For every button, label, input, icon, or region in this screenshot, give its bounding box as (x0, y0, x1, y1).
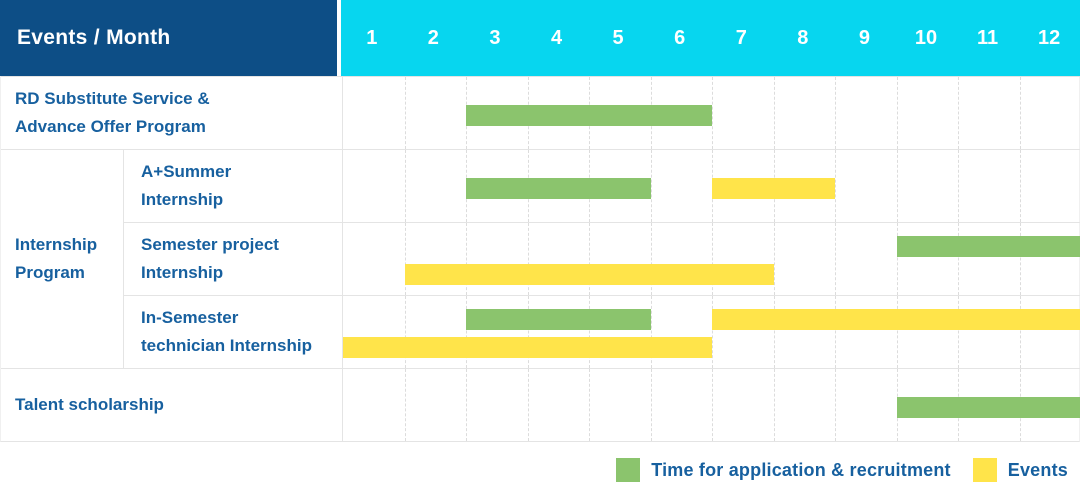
month-label: 7 (735, 26, 747, 49)
row-label-text: A+Summer Internship (141, 162, 232, 209)
month-grid-line (650, 296, 652, 368)
month-grid-line (773, 369, 775, 441)
gantt-bar-yellow (712, 309, 1080, 330)
month-label: 9 (858, 26, 870, 49)
legend: Time for application & recruitment Event… (0, 458, 1080, 482)
row-timeline (342, 149, 1080, 222)
row-label-text: RD Substitute Service & Advance Offer Pr… (15, 89, 210, 136)
table-header-row: Events / Month 1 2 3 4 5 6 7 8 9 10 11 12 (0, 0, 1080, 76)
month-label: 11 (976, 26, 999, 49)
gantt-bar-green (896, 397, 1080, 418)
legend-item-application-recruitment: Time for application & recruitment (616, 458, 951, 482)
month-grid-line (1019, 223, 1021, 295)
month-grid-line (835, 223, 836, 295)
month-grid-line (1019, 77, 1021, 149)
month-grid-line (404, 150, 406, 222)
row-label: Semester project Internship (123, 222, 342, 295)
events-month-header: Events / Month (0, 0, 337, 76)
month-grid-line (958, 296, 959, 368)
legend-label: Time for application & recruitment (651, 459, 951, 480)
legend-label: Events (1007, 459, 1068, 480)
month-grid-line (958, 223, 959, 295)
month-grid-line (896, 223, 898, 295)
month-label: 1 (366, 26, 378, 49)
month-grid-line (466, 223, 467, 295)
row-label: RD Substitute Service & Advance Offer Pr… (1, 76, 342, 149)
row-label-text: Talent scholarship (15, 395, 164, 415)
month-grid-line (589, 223, 590, 295)
gantt-bar-green (466, 105, 712, 126)
month-label: 5 (612, 26, 624, 49)
month-grid-line (896, 296, 898, 368)
month-grid-line (835, 150, 836, 222)
legend-item-events: Events (972, 458, 1068, 482)
gantt-bar-green (466, 178, 651, 199)
month-grid-line (466, 369, 467, 441)
month-grid-line (404, 223, 406, 295)
gantt-bar-green (466, 309, 651, 330)
month-grid-line (896, 77, 898, 149)
month-label: 12 (1038, 26, 1061, 49)
row-timeline (342, 368, 1080, 441)
month-label: 6 (674, 26, 686, 49)
month-label: 2 (427, 26, 439, 49)
month-grid-line (650, 150, 652, 222)
row-timeline (342, 295, 1080, 368)
month-grid-line (773, 77, 775, 149)
month-grid-line (527, 369, 529, 441)
month-grid-line (650, 369, 652, 441)
month-grid-line (958, 150, 959, 222)
month-grid-line (773, 296, 775, 368)
month-grid-line (404, 77, 406, 149)
month-grid-line (650, 223, 652, 295)
month-label: 10 (914, 26, 938, 49)
month-grid-line (835, 369, 836, 441)
gantt-bar-yellow (404, 264, 774, 285)
group-label-text: Internship Program (15, 235, 98, 282)
month-grid-line (404, 369, 406, 441)
legend-swatch-yellow (972, 458, 997, 482)
row-label-text: Semester project Internship (141, 235, 279, 282)
month-grid-line (1019, 296, 1021, 368)
month-grid-line (773, 223, 775, 295)
gantt-bar-green (896, 236, 1080, 257)
month-grid-line (1019, 150, 1021, 222)
month-grid-line (712, 223, 713, 295)
month-label: 8 (797, 26, 809, 49)
gantt-bar-yellow (712, 178, 835, 199)
month-header-row: 1 2 3 4 5 6 7 8 9 10 11 12 (341, 0, 1080, 76)
month-grid-line (466, 296, 467, 368)
row-group-label: Internship Program (1, 149, 123, 368)
month-grid-line (527, 296, 529, 368)
row-label-text: In-Semester technician Internship (141, 308, 312, 355)
month-grid-line (835, 296, 836, 368)
month-grid-line (712, 77, 713, 149)
row-timeline (342, 222, 1080, 295)
gantt-body: RD Substitute Service & Advance Offer Pr… (0, 76, 1080, 442)
month-grid-line (958, 77, 959, 149)
month-grid-line (835, 77, 836, 149)
month-grid-line (404, 296, 406, 368)
month-grid-line (589, 369, 590, 441)
legend-swatch-green (616, 458, 641, 482)
month-grid-line (712, 296, 713, 368)
month-grid-line (896, 150, 898, 222)
month-grid-line (527, 223, 529, 295)
row-label: Talent scholarship (1, 368, 342, 441)
row-label: In-Semester technician Internship (123, 295, 342, 368)
month-grid-line (589, 296, 590, 368)
month-label: 3 (489, 26, 501, 49)
gantt-bar-yellow (343, 337, 712, 358)
row-timeline (342, 76, 1080, 149)
month-grid-line (712, 369, 713, 441)
row-label: A+Summer Internship (123, 149, 342, 222)
month-label: 4 (550, 26, 563, 49)
